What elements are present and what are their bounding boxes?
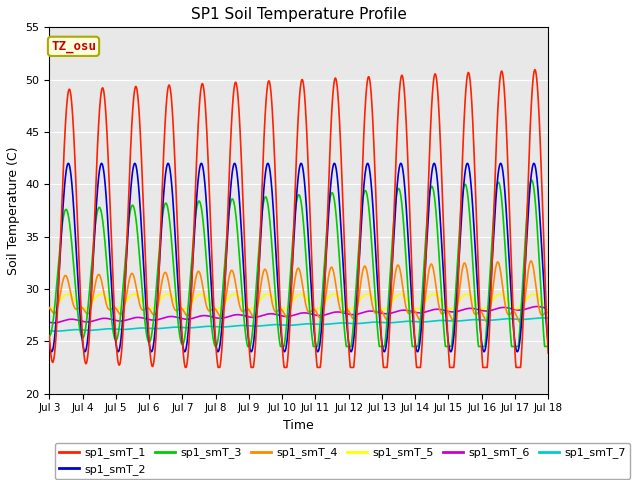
sp1_smT_2	[535, 197, 543, 203]
sp1_smT_4	[102, 300, 110, 306]
sp1_smT_6	[259, 312, 266, 318]
sp1_smT_6	[45, 319, 53, 325]
sp1_smT_1	[259, 172, 266, 178]
Line: sp1_smT_5: sp1_smT_5	[49, 294, 548, 309]
sp1_smT_1	[182, 364, 189, 370]
sp1_smT_3	[481, 344, 489, 349]
sp1_smT_3	[45, 333, 53, 339]
sp1_smT_5	[259, 294, 266, 300]
sp1_smT_7	[259, 323, 266, 329]
sp1_smT_3	[132, 216, 140, 221]
X-axis label: Time: Time	[284, 419, 314, 432]
sp1_smT_7	[132, 325, 140, 331]
Line: sp1_smT_6: sp1_smT_6	[49, 307, 548, 323]
sp1_smT_1	[535, 106, 543, 111]
sp1_smT_2	[132, 163, 140, 168]
sp1_smT_2	[48, 349, 56, 355]
sp1_smT_5	[45, 306, 53, 312]
sp1_smT_7	[237, 323, 244, 328]
sp1_smT_4	[237, 306, 244, 312]
sp1_smT_7	[545, 315, 552, 321]
sp1_smT_7	[481, 317, 489, 323]
sp1_smT_6	[545, 306, 552, 312]
sp1_smT_2	[102, 197, 110, 203]
Line: sp1_smT_7: sp1_smT_7	[49, 318, 548, 331]
sp1_smT_1	[545, 350, 552, 356]
sp1_smT_4	[132, 283, 140, 288]
sp1_smT_7	[535, 315, 543, 321]
sp1_smT_1	[132, 84, 140, 89]
sp1_smT_1	[237, 144, 244, 149]
sp1_smT_3	[545, 344, 552, 349]
sp1_smT_5	[545, 306, 552, 312]
sp1_smT_1	[481, 364, 489, 370]
sp1_smT_7	[102, 326, 110, 332]
sp1_smT_4	[545, 310, 552, 316]
sp1_smT_3	[528, 177, 536, 183]
sp1_smT_5	[481, 306, 489, 312]
sp1_smT_6	[50, 320, 58, 326]
Y-axis label: Soil Temperature (C): Soil Temperature (C)	[7, 146, 20, 275]
sp1_smT_1	[45, 333, 53, 339]
sp1_smT_5	[102, 295, 110, 300]
Line: sp1_smT_3: sp1_smT_3	[49, 180, 548, 347]
Text: TZ_osu: TZ_osu	[51, 40, 96, 53]
Line: sp1_smT_4: sp1_smT_4	[49, 261, 548, 322]
sp1_smT_3	[535, 250, 543, 256]
sp1_smT_4	[535, 304, 543, 310]
Title: SP1 Soil Temperature Profile: SP1 Soil Temperature Profile	[191, 7, 406, 22]
sp1_smT_6	[102, 315, 110, 321]
sp1_smT_6	[533, 304, 541, 310]
sp1_smT_4	[45, 305, 53, 311]
sp1_smT_2	[237, 218, 244, 224]
sp1_smT_7	[45, 328, 53, 334]
Line: sp1_smT_1: sp1_smT_1	[49, 70, 548, 367]
Legend: sp1_smT_1, sp1_smT_2, sp1_smT_3, sp1_smT_4, sp1_smT_5, sp1_smT_6, sp1_smT_7: sp1_smT_1, sp1_smT_2, sp1_smT_3, sp1_smT…	[55, 443, 630, 480]
sp1_smT_2	[545, 340, 552, 346]
sp1_smT_4	[527, 258, 535, 264]
sp1_smT_3	[259, 207, 266, 213]
sp1_smT_5	[132, 292, 140, 298]
sp1_smT_2	[530, 160, 538, 166]
sp1_smT_4	[481, 316, 488, 322]
sp1_smT_5	[529, 291, 537, 297]
sp1_smT_2	[45, 340, 53, 346]
Line: sp1_smT_2: sp1_smT_2	[49, 163, 548, 352]
sp1_smT_5	[47, 306, 55, 312]
sp1_smT_5	[535, 295, 543, 300]
sp1_smT_1	[531, 67, 539, 72]
sp1_smT_3	[244, 344, 252, 349]
sp1_smT_4	[259, 274, 266, 280]
sp1_smT_4	[516, 319, 524, 325]
sp1_smT_6	[535, 304, 543, 310]
sp1_smT_6	[481, 308, 489, 314]
sp1_smT_6	[237, 312, 244, 318]
sp1_smT_3	[237, 271, 244, 277]
sp1_smT_2	[259, 205, 266, 211]
sp1_smT_1	[102, 117, 110, 123]
sp1_smT_7	[538, 315, 545, 321]
sp1_smT_5	[237, 297, 244, 302]
sp1_smT_2	[481, 348, 489, 353]
sp1_smT_6	[132, 314, 140, 320]
sp1_smT_7	[52, 328, 60, 334]
sp1_smT_3	[102, 254, 110, 260]
